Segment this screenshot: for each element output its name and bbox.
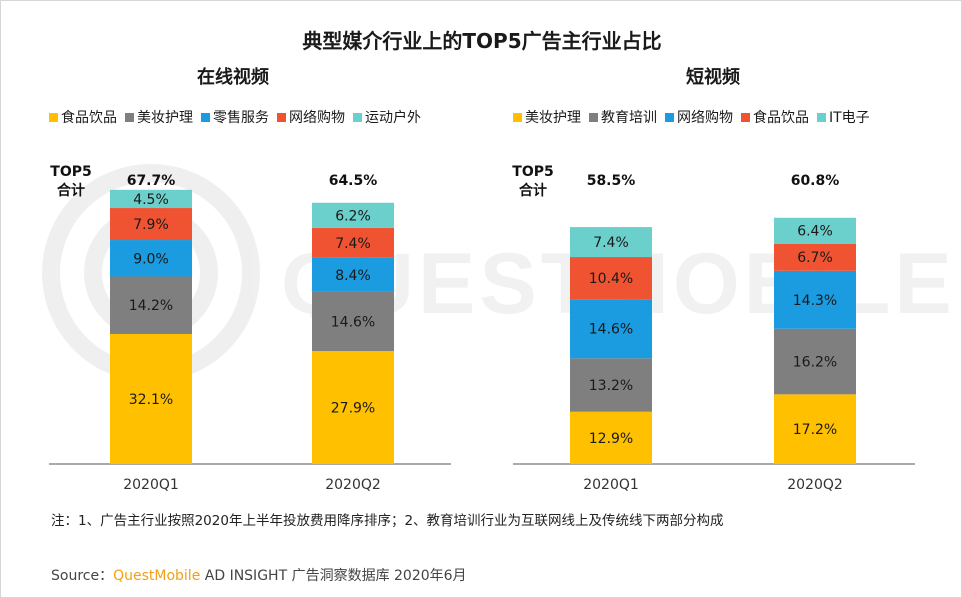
legend-label: 网络购物 [289, 110, 345, 126]
bar-segment [774, 394, 856, 464]
data-label: 32.1% [129, 392, 173, 408]
total-label: 合计 [519, 182, 547, 199]
x-tick-label: 2020Q1 [123, 477, 179, 493]
bar-segment [312, 351, 394, 464]
chart-short-video: TOP5 合计 12.9% 13.2% 14.6% 10.4% 7.4% 58.5% 2020Q… [512, 164, 915, 493]
data-label: 13.2% [589, 378, 633, 394]
legend-label: 食品饮品 [61, 110, 117, 126]
legend-swatch [49, 112, 58, 122]
legend-item: 运动户外 [353, 107, 421, 127]
legend-item: 美妆护理 [513, 107, 581, 127]
legend-label: 运动户外 [365, 110, 421, 126]
legend-item: 网络购物 [277, 107, 345, 127]
data-label: 14.2% [129, 298, 173, 314]
bar-segment [110, 333, 192, 464]
legend-swatch [125, 112, 134, 122]
data-label: 12.9% [589, 431, 633, 447]
legend-swatch [589, 112, 598, 122]
bar-segment [570, 227, 652, 258]
legend-swatch [817, 112, 826, 122]
bar-segment [110, 276, 192, 334]
top5-label: TOP5 [50, 164, 91, 180]
total-value-label: 58.5% [587, 173, 636, 189]
legend-online-video: 食品饮品 美妆护理 零售服务 网络购物 运动户外 [49, 107, 429, 127]
data-label: 4.5% [133, 192, 169, 208]
bar-segment [570, 299, 652, 359]
bar-segment [312, 202, 394, 228]
legend-label: 网络购物 [677, 110, 733, 126]
data-label: 17.2% [793, 422, 837, 438]
legend-label: 美妆护理 [525, 110, 581, 126]
bar-segment [312, 291, 394, 352]
x-tick-label: 2020Q2 [787, 477, 843, 493]
legend-swatch [201, 112, 210, 122]
total-label: 合计 [57, 182, 85, 199]
top5-label: TOP5 [512, 164, 553, 180]
data-label: 9.0% [133, 251, 169, 267]
bar-segment [774, 217, 856, 244]
legend-item: 美妆护理 [125, 107, 193, 127]
data-label: 16.2% [793, 355, 837, 371]
bar-segment [774, 243, 856, 271]
data-label: 10.4% [589, 271, 633, 287]
bar-segment [110, 189, 192, 209]
bar-segment [312, 257, 394, 292]
bar-segment [110, 208, 192, 241]
total-value-label: 67.7% [127, 173, 176, 189]
legend-item: 食品饮品 [49, 107, 117, 127]
data-label: 27.9% [331, 401, 375, 417]
x-tick-label: 2020Q2 [325, 477, 381, 493]
bar-segment [312, 227, 394, 258]
data-label: 6.7% [797, 250, 833, 266]
source-suffix: AD INSIGHT 广告洞察数据库 2020年6月 [200, 568, 467, 584]
chart-title-short-video: 短视频 [686, 67, 740, 88]
legend-item: 食品饮品 [741, 107, 809, 127]
data-label: 8.4% [335, 268, 371, 284]
data-label: 14.3% [793, 293, 837, 309]
bar-segment [774, 328, 856, 395]
data-label: 6.2% [335, 208, 371, 224]
bar-segment [110, 240, 192, 277]
source-line: Source：QuestMobile AD INSIGHT 广告洞察数据库 20… [51, 565, 467, 585]
legend-swatch [741, 112, 750, 122]
x-tick-label: 2020Q1 [583, 477, 639, 493]
data-label: 7.9% [133, 217, 169, 233]
legend-item: 零售服务 [201, 107, 269, 127]
main-title: 典型媒介行业上的TOP5广告主行业占比 [302, 29, 662, 53]
bar-segment [570, 358, 652, 412]
legend-short-video: 美妆护理 教育培训 网络购物 食品饮品 IT电子 [513, 107, 878, 127]
legend-swatch [665, 112, 674, 122]
legend-label: 美妆护理 [137, 110, 193, 126]
legend-label: IT电子 [829, 110, 870, 126]
legend-swatch [513, 112, 522, 122]
legend-swatch [277, 112, 286, 122]
data-label: 7.4% [593, 235, 629, 251]
source-prefix: Source： [51, 568, 114, 584]
chart-online-video: TOP5 合计 32.1% 14.2% 9.0% 7.9% 4.5% 67.7% 2020Q1 2… [49, 164, 451, 493]
data-label: 7.4% [335, 236, 371, 252]
footnote: 注：1、广告主行业按照2020年上半年投放费用降序排序；2、教育培训行业为互联网… [51, 513, 724, 529]
legend-item: 网络购物 [665, 107, 733, 127]
legend-label: 食品饮品 [753, 110, 809, 126]
legend-item: IT电子 [817, 107, 870, 127]
legend-label: 教育培训 [601, 110, 657, 126]
chart-title-online-video: 在线视频 [197, 67, 269, 88]
legend-label: 零售服务 [213, 110, 269, 126]
source-brand: QuestMobile [113, 568, 201, 584]
legend-item: 教育培训 [589, 107, 657, 127]
bar-segment [570, 257, 652, 300]
bar-segment [774, 270, 856, 329]
bar-segment [570, 411, 652, 464]
legend-swatch [353, 112, 362, 122]
data-label: 14.6% [331, 314, 375, 330]
total-value-label: 60.8% [791, 173, 840, 189]
data-label: 6.4% [797, 224, 833, 240]
total-value-label: 64.5% [329, 173, 378, 189]
data-label: 14.6% [589, 322, 633, 338]
